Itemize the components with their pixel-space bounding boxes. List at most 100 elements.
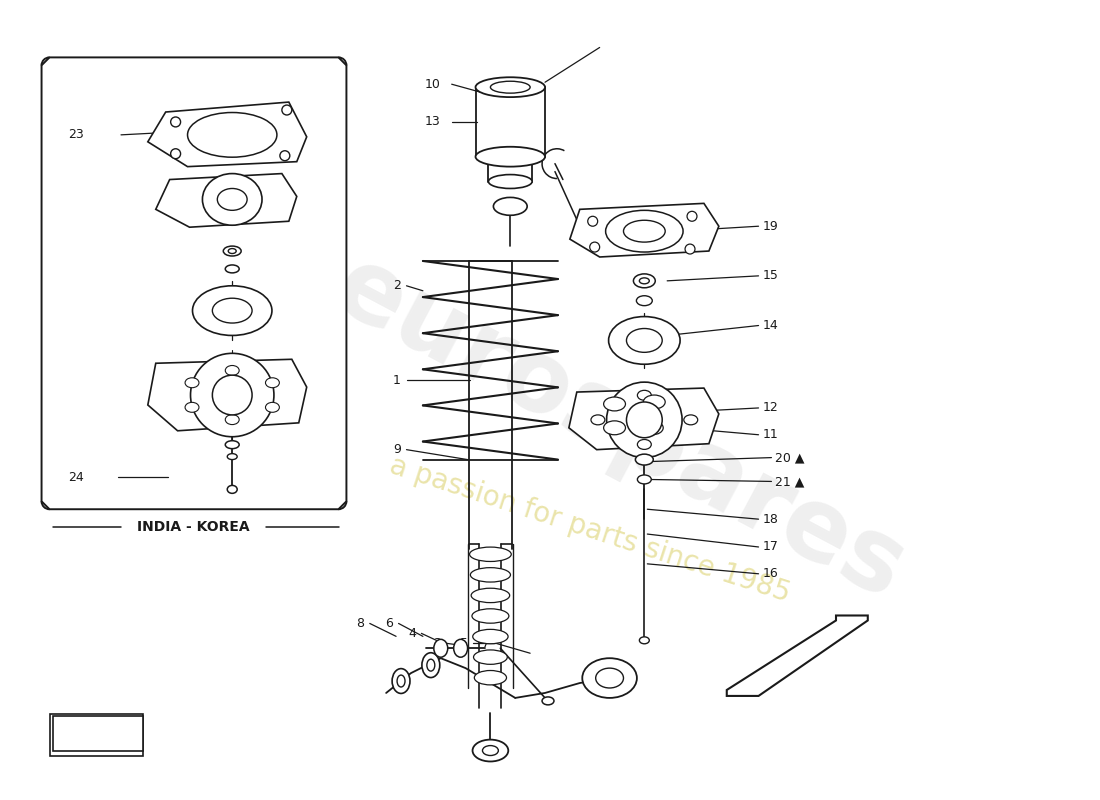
Text: ▲ = 1: ▲ = 1: [78, 728, 114, 741]
Ellipse shape: [636, 454, 653, 465]
Text: 4: 4: [408, 627, 416, 640]
Ellipse shape: [637, 296, 652, 306]
Ellipse shape: [265, 378, 279, 388]
Bar: [54, 716, 143, 750]
Ellipse shape: [229, 249, 236, 254]
Text: 14: 14: [762, 319, 779, 332]
Text: 8: 8: [356, 617, 364, 630]
Ellipse shape: [453, 639, 468, 658]
Ellipse shape: [473, 630, 508, 644]
Text: 21 ▲: 21 ▲: [776, 475, 805, 488]
Polygon shape: [727, 615, 868, 696]
Ellipse shape: [634, 274, 656, 288]
Text: 11: 11: [762, 428, 779, 442]
Circle shape: [170, 117, 180, 127]
Ellipse shape: [472, 609, 509, 623]
Text: 20 ▲: 20 ▲: [776, 451, 805, 464]
Ellipse shape: [473, 650, 507, 664]
Ellipse shape: [606, 210, 683, 252]
Ellipse shape: [185, 378, 199, 388]
Ellipse shape: [228, 454, 238, 459]
Ellipse shape: [474, 670, 506, 685]
Ellipse shape: [218, 189, 248, 210]
Text: 13: 13: [425, 115, 441, 129]
Ellipse shape: [644, 395, 666, 409]
Ellipse shape: [226, 265, 239, 273]
Ellipse shape: [397, 675, 405, 687]
Ellipse shape: [192, 286, 272, 335]
Text: 3: 3: [433, 637, 441, 650]
Ellipse shape: [427, 659, 434, 671]
Ellipse shape: [488, 174, 532, 189]
Text: 5: 5: [460, 637, 467, 650]
Ellipse shape: [226, 366, 239, 375]
Text: 12: 12: [762, 402, 779, 414]
Polygon shape: [570, 203, 718, 257]
Ellipse shape: [483, 746, 498, 755]
Polygon shape: [147, 359, 307, 430]
Ellipse shape: [641, 421, 663, 434]
Ellipse shape: [604, 421, 626, 434]
Circle shape: [587, 216, 597, 226]
Text: 16: 16: [762, 567, 779, 580]
Ellipse shape: [473, 740, 508, 762]
Ellipse shape: [228, 486, 238, 494]
Text: 23: 23: [68, 128, 84, 142]
Ellipse shape: [433, 639, 448, 658]
Ellipse shape: [624, 220, 666, 242]
Text: INDIA - KOREA: INDIA - KOREA: [138, 520, 250, 534]
Ellipse shape: [202, 174, 262, 226]
Circle shape: [688, 211, 697, 222]
Ellipse shape: [639, 278, 649, 284]
Text: 15: 15: [762, 270, 779, 282]
Text: ▲ = 1: ▲ = 1: [80, 727, 117, 740]
Text: 6: 6: [385, 617, 393, 630]
Text: 2: 2: [393, 279, 402, 292]
Ellipse shape: [604, 397, 626, 411]
Ellipse shape: [475, 78, 544, 97]
Ellipse shape: [226, 414, 239, 425]
Text: a passion for parts since 1985: a passion for parts since 1985: [386, 451, 793, 607]
Ellipse shape: [475, 146, 544, 166]
Ellipse shape: [470, 547, 512, 562]
Ellipse shape: [639, 637, 649, 644]
Ellipse shape: [471, 568, 510, 582]
Polygon shape: [569, 388, 718, 450]
Text: eurospares: eurospares: [318, 238, 922, 621]
Ellipse shape: [608, 317, 680, 364]
Circle shape: [590, 242, 600, 252]
Ellipse shape: [185, 402, 199, 412]
FancyBboxPatch shape: [50, 714, 143, 755]
Text: 18: 18: [762, 513, 779, 526]
Text: 17: 17: [762, 541, 779, 554]
Ellipse shape: [223, 246, 241, 256]
Circle shape: [627, 402, 662, 438]
Circle shape: [685, 244, 695, 254]
Ellipse shape: [637, 390, 651, 400]
Text: 10: 10: [425, 78, 441, 90]
Polygon shape: [147, 102, 307, 166]
Text: 1: 1: [393, 374, 402, 386]
Text: 9: 9: [393, 443, 402, 456]
Circle shape: [190, 354, 274, 437]
Ellipse shape: [187, 113, 277, 157]
Ellipse shape: [226, 441, 239, 449]
Circle shape: [212, 375, 252, 415]
Ellipse shape: [637, 439, 651, 450]
Ellipse shape: [591, 415, 605, 425]
Ellipse shape: [471, 588, 509, 602]
Ellipse shape: [684, 415, 697, 425]
Ellipse shape: [265, 402, 279, 412]
Circle shape: [282, 105, 292, 115]
Ellipse shape: [491, 82, 530, 93]
Ellipse shape: [212, 298, 252, 323]
Ellipse shape: [637, 475, 651, 484]
Text: 24: 24: [68, 471, 84, 484]
Ellipse shape: [494, 198, 527, 215]
Ellipse shape: [582, 658, 637, 698]
Text: 19: 19: [762, 220, 779, 233]
Ellipse shape: [542, 697, 554, 705]
Circle shape: [279, 150, 289, 161]
Ellipse shape: [392, 669, 410, 694]
Polygon shape: [156, 174, 297, 227]
